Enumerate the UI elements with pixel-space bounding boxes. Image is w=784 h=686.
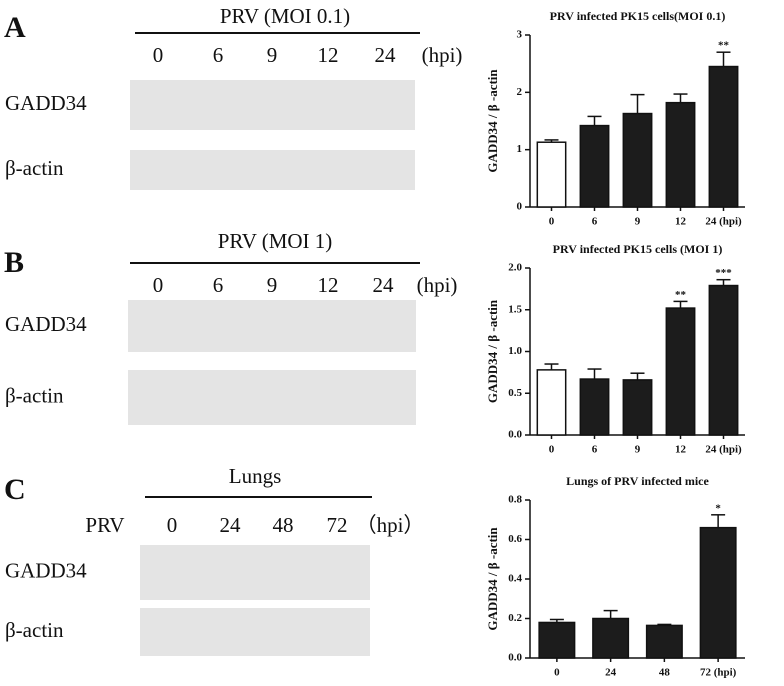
significance: *: [715, 502, 721, 514]
blot-row-label: GADD34: [5, 558, 87, 582]
x-tick-label: 24 (hpi): [705, 216, 742, 228]
x-tick-label: 6: [592, 216, 598, 228]
bar: [699, 526, 737, 659]
blot-image: [130, 150, 415, 190]
bar: [536, 141, 567, 208]
y-tick-label: 0.6: [508, 533, 522, 545]
lane: 12: [318, 273, 339, 297]
bar: [579, 124, 610, 208]
blot-row-label: β-actin: [5, 618, 64, 642]
x-tick-label: 24: [605, 667, 617, 679]
lane: 72: [327, 513, 348, 537]
chart-title: PRV infected PK15 cells(MOI 0.1): [550, 9, 726, 23]
x-tick-label: 72 (hpi): [700, 667, 737, 679]
y-tick-label: 0.2: [508, 612, 522, 624]
bar: [665, 307, 696, 436]
x-tick-label: 9: [635, 216, 641, 228]
bar: [622, 379, 653, 436]
lane: 24: [375, 43, 397, 67]
blot-row-label: GADD34: [5, 91, 87, 115]
lane: 6: [213, 273, 224, 297]
bar: [665, 101, 696, 208]
lane-unit: (hpi): [422, 43, 463, 67]
blot-image: [130, 80, 415, 130]
x-tick-label: 0: [554, 667, 560, 679]
y-tick-label: 0.8: [508, 494, 522, 506]
lane-unit: （hpi）: [356, 513, 425, 537]
blot-row-label: GADD34: [5, 312, 87, 336]
y-axis-label: GADD34 / β -actin: [485, 527, 500, 631]
y-axis-label: GADD34 / β -actin: [485, 69, 500, 173]
blot-image: [128, 370, 416, 425]
lane: 48: [273, 513, 294, 537]
y-tick-label: 0.4: [508, 573, 522, 585]
panel-letter: C: [4, 473, 26, 506]
lane: 0: [153, 43, 164, 67]
y-tick-label: 2: [517, 86, 523, 98]
bar: [645, 624, 683, 659]
x-tick-label: 0: [549, 216, 555, 228]
y-tick-label: 1.0: [508, 345, 522, 357]
lane: 0: [167, 513, 178, 537]
significance: ***: [715, 267, 732, 279]
y-tick-label: 1: [517, 143, 523, 155]
blot-image: [140, 545, 370, 600]
chart-title: Lungs of PRV infected mice: [566, 474, 709, 488]
panel-letter: B: [4, 246, 24, 279]
y-tick-label: 3: [517, 29, 523, 41]
x-tick-label: 0: [549, 444, 555, 456]
bar: [622, 112, 653, 208]
lane: 6: [213, 43, 224, 67]
lane: 24: [373, 273, 395, 297]
y-tick-label: 0: [517, 201, 523, 213]
bar: [708, 284, 739, 436]
blot-row-label: β-actin: [5, 383, 64, 407]
blot-image: [140, 608, 370, 656]
bar: [592, 617, 630, 659]
blot-title: PRV (MOI 1): [218, 229, 333, 253]
lane: 12: [318, 43, 339, 67]
y-tick-label: 1.5: [508, 303, 522, 315]
y-tick-label: 0.5: [508, 387, 522, 399]
x-tick-label: 9: [635, 444, 641, 456]
lane: 9: [267, 43, 278, 67]
chart-title: PRV infected PK15 cells (MOI 1): [553, 242, 723, 256]
significance: **: [718, 40, 730, 52]
significance: **: [675, 289, 687, 301]
y-tick-label: 0.0: [508, 652, 522, 664]
y-tick-label: 2.0: [508, 262, 522, 274]
bar: [536, 369, 567, 436]
blot-image: [128, 300, 416, 352]
lane-unit: (hpi): [417, 273, 458, 297]
lane: 24: [220, 513, 242, 537]
panel-letter: A: [4, 11, 26, 44]
blot-title: Lungs: [229, 464, 282, 488]
x-tick-label: 12: [675, 216, 687, 228]
lane: 9: [267, 273, 278, 297]
x-tick-label: 6: [592, 444, 598, 456]
lane: 0: [153, 273, 164, 297]
blot-title: PRV (MOI 0.1): [220, 4, 350, 28]
x-tick-label: 48: [659, 667, 671, 679]
lane-label: PRV: [85, 513, 124, 537]
y-tick-label: 0.0: [508, 429, 522, 441]
y-axis-label: GADD34 / β -actin: [485, 299, 500, 403]
x-tick-label: 24 (hpi): [705, 444, 742, 456]
blot-row-label: β-actin: [5, 156, 64, 180]
bar: [708, 65, 739, 208]
bar: [538, 621, 576, 659]
x-tick-label: 12: [675, 444, 687, 456]
bar: [579, 378, 610, 436]
